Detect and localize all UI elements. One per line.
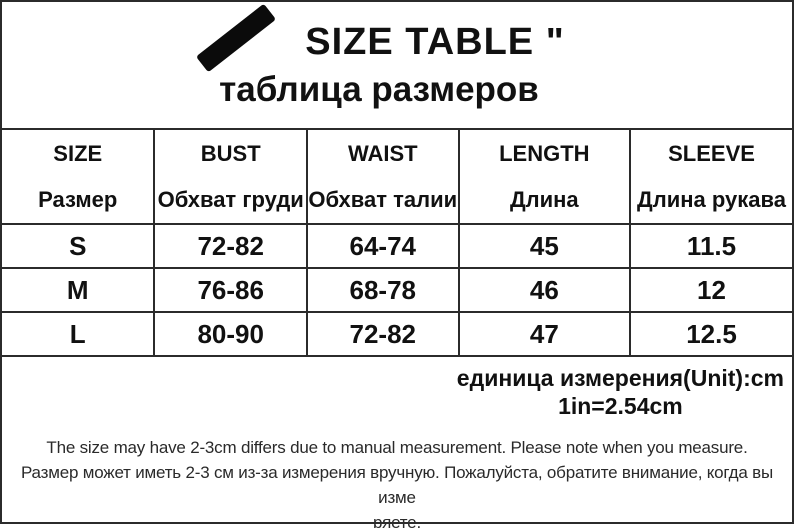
- unit-note-inner: единица измерения(Unit):cm 1in=2.54cm: [457, 364, 784, 420]
- title-row: SIZE TABLE ": [193, 3, 565, 73]
- disclaimer-ru-line1: Размер может иметь 2-3 см из-за измерени…: [20, 463, 774, 507]
- column-header-sleeve: SLEEVE Длина рукава: [629, 128, 792, 225]
- unit-note: единица измерения(Unit):cm 1in=2.54cm: [2, 357, 792, 425]
- cell-bust: 80-90: [153, 311, 308, 357]
- cell-waist: 64-74: [305, 223, 460, 269]
- cell-length: 47: [457, 311, 632, 357]
- cell-bust: 72-82: [153, 223, 308, 269]
- header-label-ru: Длина: [509, 186, 579, 212]
- disclaimer-ru-line2: ряете.: [373, 513, 421, 528]
- disclaimer-en: The size may have 2-3cm differs due to m…: [46, 438, 748, 457]
- header-label-en: SIZE: [53, 140, 103, 166]
- brush-stroke-icon: [196, 3, 277, 73]
- cell-size: S: [2, 223, 156, 269]
- title-block: SIZE TABLE " таблица размеров: [0, 2, 774, 128]
- header-row: SIZE Размер BUST Обхват груди WAIST Обхв…: [2, 128, 792, 225]
- page-title: SIZE TABLE ": [305, 20, 565, 63]
- header-label-en: SLEEVE: [668, 140, 755, 166]
- size-table: SIZE Размер BUST Обхват груди WAIST Обхв…: [2, 128, 792, 357]
- unit-note-line1: единица измерения(Unit):cm: [456, 365, 784, 391]
- cell-waist: 68-78: [305, 267, 460, 313]
- cell-bust: 76-86: [153, 267, 308, 313]
- page-subtitle: таблица размеров: [219, 69, 539, 109]
- header-label-ru: Обхват талии: [308, 186, 458, 212]
- header-label-en: WAIST: [347, 140, 418, 166]
- cell-size: M: [2, 267, 156, 313]
- column-header-waist: WAIST Обхват талии: [305, 128, 460, 225]
- table-row-l: L 80-90 72-82 47 12.5: [2, 311, 792, 357]
- unit-note-line2: 1in=2.54cm: [558, 393, 683, 419]
- header-label-en: LENGTH: [499, 140, 590, 166]
- header-label-ru: Размер: [38, 186, 118, 212]
- table-row-s: S 72-82 64-74 45 11.5: [2, 223, 792, 269]
- header-label-en: BUST: [200, 140, 261, 166]
- header-label-ru: Длина рукава: [637, 186, 786, 212]
- column-header-size: SIZE Размер: [2, 128, 156, 225]
- cell-length: 46: [457, 267, 632, 313]
- cell-waist: 72-82: [305, 311, 460, 357]
- cell-length: 45: [457, 223, 632, 269]
- table-row-m: M 76-86 68-78 46 12: [2, 267, 792, 313]
- column-header-length: LENGTH Длина: [457, 128, 632, 225]
- cell-size: L: [2, 311, 156, 357]
- cell-sleeve: 11.5: [629, 223, 792, 269]
- cell-sleeve: 12.5: [629, 311, 792, 357]
- cell-sleeve: 12: [629, 267, 792, 313]
- header-label-ru: Обхват груди: [157, 186, 304, 212]
- measurement-disclaimer: The size may have 2-3cm differs due to m…: [2, 425, 792, 528]
- column-header-bust: BUST Обхват груди: [153, 128, 308, 225]
